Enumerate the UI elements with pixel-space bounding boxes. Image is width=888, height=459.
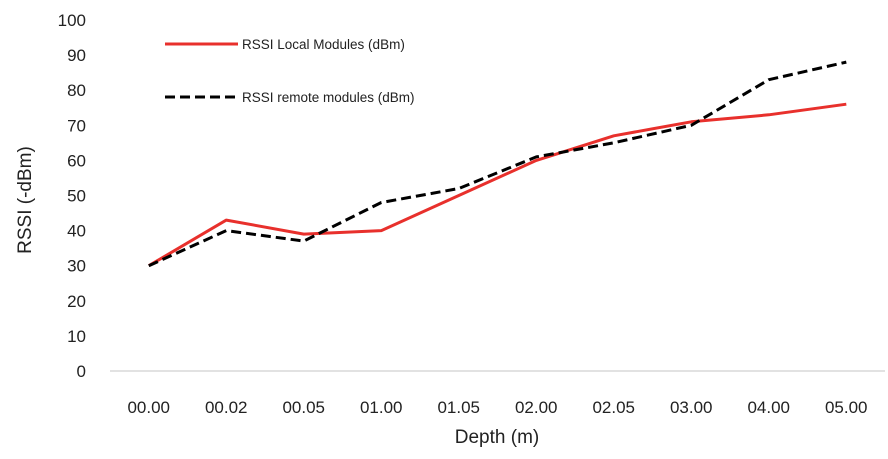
y-tick-label: 70: [67, 116, 86, 135]
y-tick-label: 60: [67, 151, 86, 170]
y-tick-label: 80: [67, 81, 86, 100]
x-tick-label: 00.05: [282, 398, 325, 417]
legend-label-2: RSSI remote modules (dBm): [242, 90, 415, 105]
y-tick-label: 90: [67, 46, 86, 65]
series-line-1: [148, 102, 847, 267]
legend: RSSI Local Modules (dBm) RSSI remote modu…: [165, 37, 415, 105]
x-tick-label: 02.05: [592, 398, 635, 417]
y-tick-label: 20: [67, 292, 86, 311]
y-tick-label: 30: [67, 257, 86, 276]
y-tick-label: 100: [58, 11, 86, 30]
x-tick-label: 05.00: [825, 398, 868, 417]
x-tick-label: 01.00: [360, 398, 403, 417]
series-line-2: [148, 60, 847, 268]
legend-label-1: RSSI Local Modules (dBm): [242, 37, 405, 52]
y-tick-label: 50: [67, 187, 86, 206]
x-tick-label: 00.02: [205, 398, 248, 417]
x-tick-label: 01.05: [437, 398, 480, 417]
y-tick-label: 10: [67, 327, 86, 346]
x-tick-label: 00.00: [127, 398, 170, 417]
x-axis-ticks: 00.00 00.02 00.05 01.00 01.05 02.00 02.05 03.00…: [127, 398, 867, 417]
x-tick-label: 04.00: [747, 398, 790, 417]
y-axis-title: RSSI (-dBm): [15, 146, 36, 254]
x-tick-label: 02.00: [515, 398, 558, 417]
y-tick-label: 40: [67, 222, 86, 241]
y-axis-ticks: 0 10 20 30 40 50 60 70 80 90 100: [58, 11, 86, 381]
series-layer: [148, 60, 847, 268]
x-tick-label: 03.00: [670, 398, 713, 417]
y-tick-label: 0: [77, 362, 86, 381]
x-axis-title: Depth (m): [455, 427, 539, 448]
